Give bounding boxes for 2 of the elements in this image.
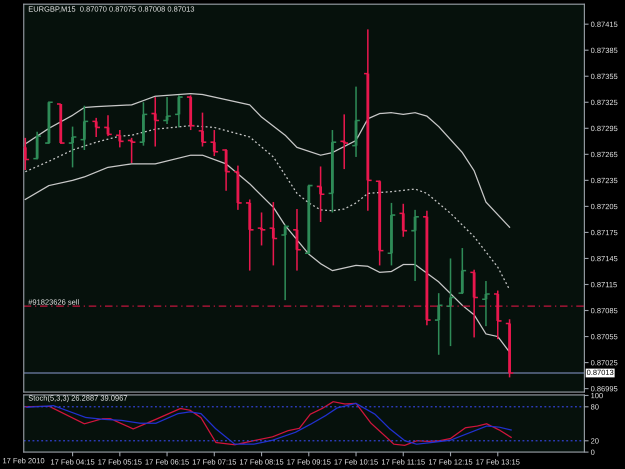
line-series [24,125,510,290]
line-series [24,92,510,228]
